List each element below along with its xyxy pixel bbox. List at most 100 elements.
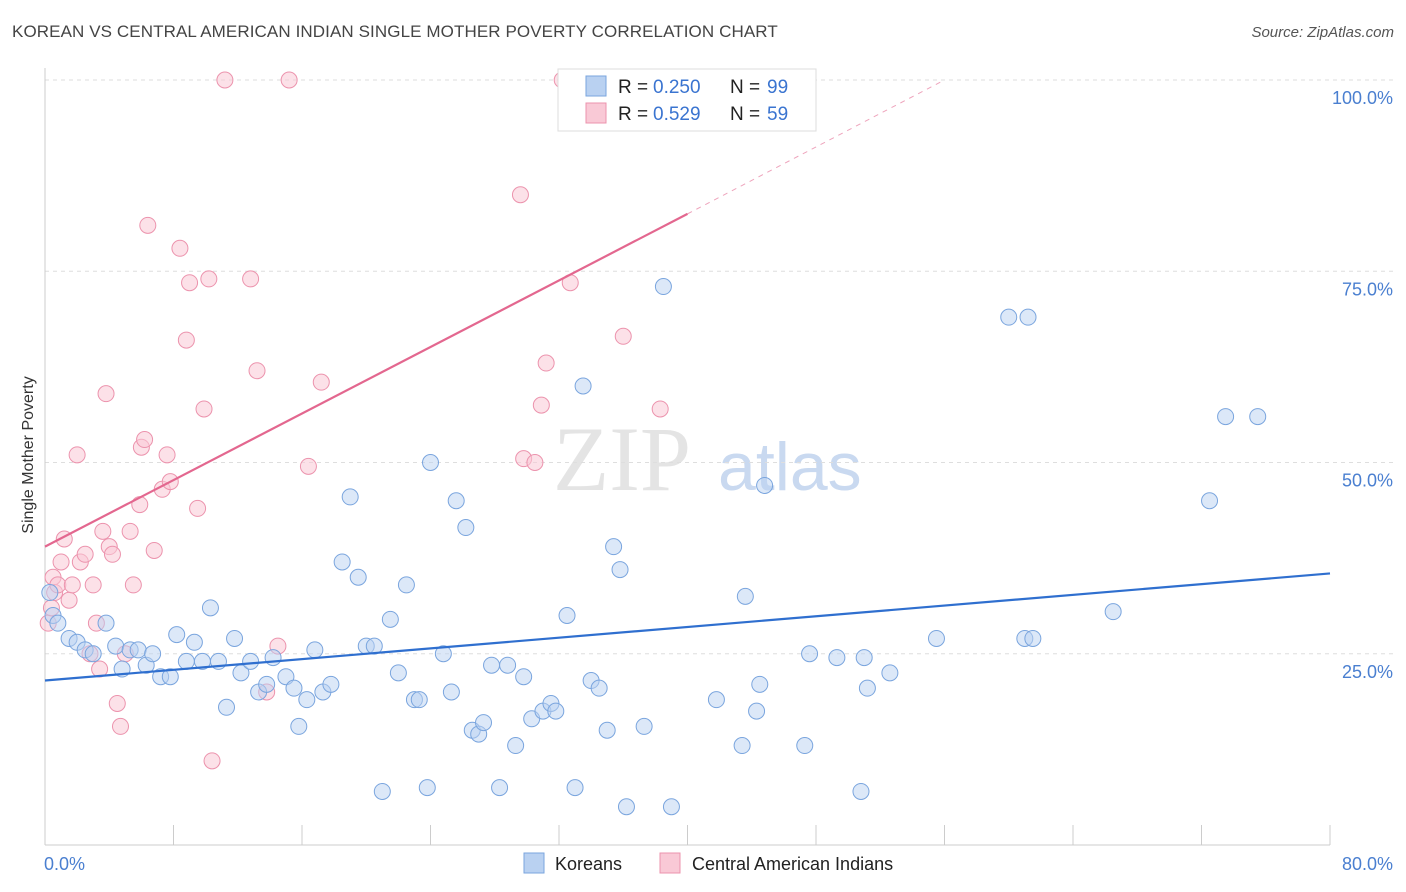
bottom-legend-central-american-indians: Central American Indians: [692, 854, 893, 874]
central-american-indians-point: [52, 553, 70, 571]
central-american-indians-point: [84, 576, 102, 594]
koreans-point: [751, 675, 769, 693]
koreans-point: [242, 652, 260, 670]
koreans-point: [801, 645, 819, 663]
central-american-indians-point: [537, 354, 555, 372]
koreans-point: [381, 610, 399, 628]
koreans-point: [507, 737, 525, 755]
central-american-indians-point: [526, 454, 544, 471]
koreans-point: [107, 637, 125, 655]
central-american-indians-point: [216, 71, 234, 89]
central-american-indians-point: [189, 499, 207, 517]
central-american-indians-point: [68, 446, 86, 464]
koreans-point: [201, 599, 219, 617]
koreans-point: [491, 779, 509, 797]
central-american-indians-point: [111, 717, 129, 735]
central-american-indians-point: [94, 522, 112, 540]
koreans-point: [258, 675, 276, 693]
axes: [44, 68, 1331, 846]
legend-r-label-1: R =: [618, 77, 648, 98]
bottom-legend-swatch-central-american-indians: [659, 852, 681, 874]
koreans-point: [654, 278, 672, 296]
koreans-point: [733, 737, 751, 755]
koreans-point: [635, 717, 653, 735]
central-american-indians-point: [121, 522, 139, 540]
koreans-point: [422, 454, 439, 471]
legend-n-label-2: N =: [730, 104, 760, 125]
central-american-indians-point: [177, 331, 195, 349]
central-american-indians-point: [280, 71, 298, 89]
koreans-point: [617, 798, 635, 816]
legend-swatch-koreans: [585, 75, 607, 97]
koreans-point: [341, 488, 359, 506]
koreans-point: [290, 717, 308, 735]
central-american-indians-points: [39, 71, 700, 770]
koreans-point: [322, 675, 340, 693]
central-american-indians-point: [614, 327, 632, 345]
series-legend: Koreans Central American Indians: [523, 852, 893, 874]
koreans-point: [707, 691, 725, 709]
koreans-point: [1104, 603, 1122, 621]
koreans-point: [144, 645, 162, 663]
koreans-point: [852, 782, 870, 800]
koreans-point: [333, 553, 351, 571]
koreans-point: [397, 576, 415, 594]
central-american-indians-point: [511, 186, 529, 204]
legend-r-label-2: R =: [618, 104, 648, 125]
koreans-points: [41, 278, 1267, 816]
central-american-indians-point: [63, 576, 81, 594]
legend-n-value-1: 99: [767, 77, 788, 98]
central-american-indians-point: [195, 400, 213, 418]
central-american-indians-point: [242, 270, 260, 288]
koreans-point: [483, 656, 501, 674]
y-tick-label-2: 75.0%: [1342, 279, 1393, 299]
koreans-point: [858, 679, 876, 697]
central-american-indians-point: [139, 216, 157, 234]
legend-r-value-2: 0.529: [653, 104, 701, 125]
koreans-point: [84, 645, 102, 663]
koreans-point: [457, 519, 475, 537]
koreans-point: [168, 626, 186, 644]
legend-n-value-2: 59: [767, 104, 788, 125]
koreans-point: [185, 633, 203, 651]
central-american-indians-point: [158, 446, 176, 464]
koreans-point: [1217, 408, 1235, 426]
central-american-indians-point: [124, 576, 142, 594]
legend-swatch-central-american-indians: [585, 102, 607, 124]
central-american-indians-trend-line: [44, 212, 689, 548]
koreans-point: [927, 629, 945, 647]
chart-title: KOREAN VS CENTRAL AMERICAN INDIAN SINGLE…: [12, 22, 778, 41]
koreans-point: [349, 568, 367, 586]
koreans-point: [796, 737, 814, 755]
koreans-point: [611, 561, 629, 579]
koreans-point: [1024, 629, 1042, 647]
koreans-point: [410, 691, 428, 709]
koreans-trend-line: [44, 572, 1331, 682]
central-american-indians-point: [76, 545, 94, 563]
koreans-point: [598, 721, 616, 739]
y-axis-label: Single Mother Poverty: [20, 376, 37, 533]
koreans-point: [1249, 408, 1267, 426]
central-american-indians-point: [97, 385, 115, 403]
source-label: Source: ZipAtlas.com: [1251, 24, 1394, 41]
stats-legend: R = 0.250 N = 99 R = 0.529 N = 59: [557, 68, 817, 132]
koreans-point: [177, 652, 195, 670]
central-american-indians-point: [200, 270, 218, 288]
koreans-point: [264, 649, 282, 667]
koreans-point: [736, 587, 754, 605]
koreans-point: [499, 656, 517, 674]
koreans-point: [881, 664, 899, 682]
koreans-point: [161, 668, 179, 686]
central-american-indians-point: [136, 431, 154, 449]
koreans-point: [389, 664, 407, 682]
y-tick-label-3: 100.0%: [1332, 88, 1393, 108]
x-tick-min: 0.0%: [44, 854, 85, 874]
koreans-point: [306, 641, 324, 659]
koreans-point: [590, 679, 608, 697]
koreans-point: [285, 679, 303, 697]
central-american-indians-trend-extension: [687, 79, 945, 215]
koreans-point: [558, 607, 576, 624]
koreans-point: [605, 538, 623, 556]
koreans-point: [129, 641, 147, 659]
